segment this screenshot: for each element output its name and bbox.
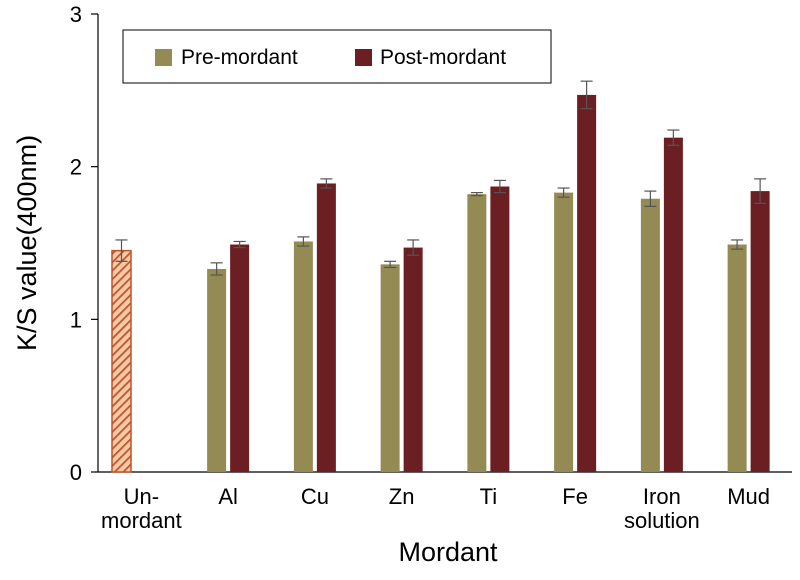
y-axis-title: K/S value(400nm) — [12, 135, 42, 351]
bar-post-mordant — [316, 183, 336, 472]
x-axis-title: Mordant — [398, 537, 498, 567]
bar-post-mordant — [403, 247, 423, 472]
x-tick-label: Zn — [389, 484, 415, 509]
x-tick-label: Ti — [480, 484, 498, 509]
y-tick-label: 3 — [70, 2, 82, 27]
bar-pre-mordant — [293, 241, 313, 472]
x-tick-label: Fe — [562, 484, 588, 509]
legend-label-post-mordant: Post-mordant — [380, 46, 506, 69]
y-tick-label: 2 — [70, 155, 82, 180]
legend: Pre-mordant Post-mordant — [122, 29, 552, 84]
bar-post-mordant — [490, 186, 510, 472]
y-tick-label: 0 — [70, 460, 82, 485]
bar-pre-mordant — [380, 264, 400, 472]
bar-pre-mordant — [554, 192, 574, 472]
x-tick-label: Cu — [301, 484, 329, 509]
legend-box — [122, 29, 552, 84]
bar-post-mordant — [663, 137, 683, 472]
bar-pre-mordant — [111, 249, 132, 473]
bar-post-mordant — [230, 244, 250, 472]
bar-post-mordant — [750, 191, 770, 473]
bar-pre-mordant — [467, 194, 487, 472]
bar-pre-mordant — [207, 268, 227, 472]
x-tick-label: Al — [218, 484, 238, 509]
bar-post-mordant — [577, 94, 597, 472]
legend-label-pre-mordant: Pre-mordant — [181, 46, 298, 69]
y-tick-label: 1 — [70, 307, 82, 332]
plot-area: 0 1 2 3 Un-mordant Al Cu Zn Ti Fe Iron solution Mud — [70, 2, 792, 533]
legend-swatch-post-mordant — [355, 49, 372, 66]
bar-pre-mordant — [727, 244, 747, 472]
x-tick-label: Un-mordant — [101, 484, 182, 533]
legend-swatch-pre-mordant — [155, 49, 172, 66]
bar-pre-mordant — [640, 198, 660, 472]
x-tick-label: Mud — [727, 484, 770, 509]
x-tick-label: Iron solution — [624, 484, 700, 533]
